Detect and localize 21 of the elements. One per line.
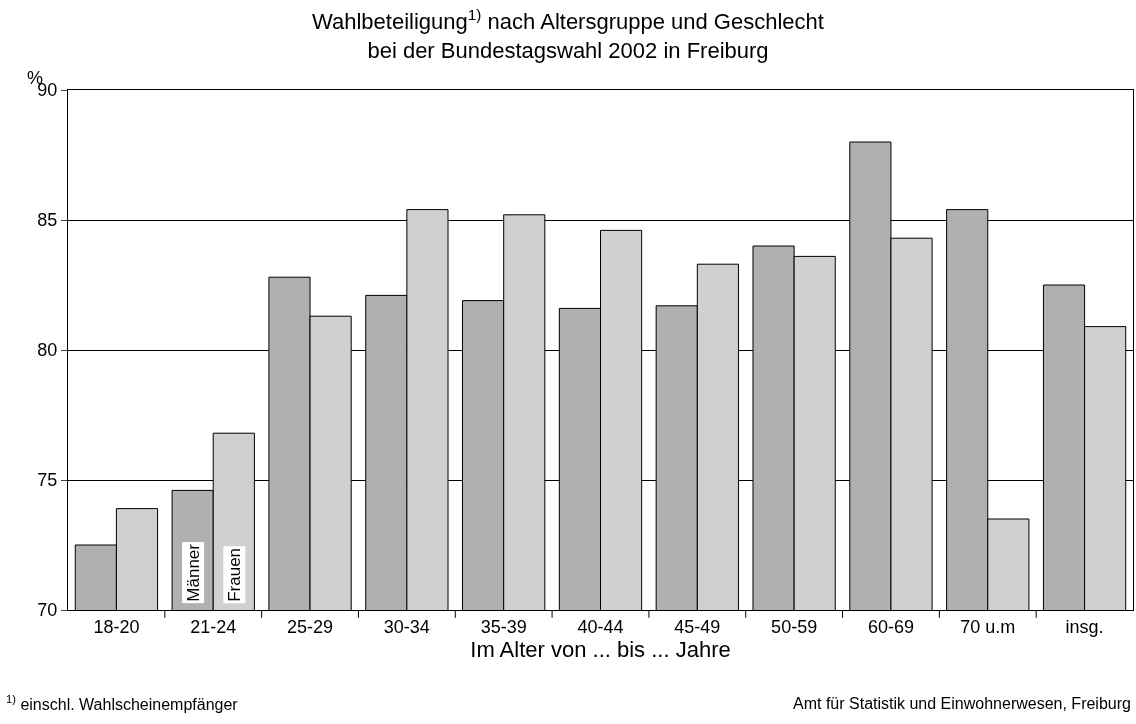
x-axis-title: Im Alter von ... bis ... Jahre xyxy=(470,636,731,662)
x-tick-label: 60-69 xyxy=(867,616,914,637)
x-tick-label: 45-49 xyxy=(674,616,721,637)
y-tick-label: 70 xyxy=(37,600,58,621)
x-tick-label: 21-24 xyxy=(190,616,237,637)
x-tick-label: insg. xyxy=(1065,616,1104,637)
x-tick-label: 50-59 xyxy=(771,616,818,637)
x-tick-label: 30-34 xyxy=(383,616,430,637)
x-tick-label: 70 u.m xyxy=(960,616,1016,637)
text: Amt für Statistik und Einwohnerwesen, Freiburg xyxy=(793,695,1131,712)
series-label: Männer xyxy=(183,543,203,602)
text: $^{1)}$ einschl. Wahlscheinempfänger xyxy=(6,693,239,713)
y-tick-label: 75 xyxy=(37,470,58,491)
x-tick-label: 18-20 xyxy=(93,616,140,637)
series-label: Frauen xyxy=(224,547,244,602)
x-tick-label: 25-29 xyxy=(287,616,334,637)
chart-title: Wahlbeteiligung$^{1)}$ nach Altersgruppe und Geschlecht bei der Bundestagswahl 2002 in Freiburg xyxy=(312,5,824,63)
x-tick-label: 35-39 xyxy=(480,616,527,637)
y-tick-label: 80 xyxy=(37,340,58,361)
y-tick-label: 85 xyxy=(37,210,58,231)
x-tick-label: 40-44 xyxy=(577,616,624,637)
